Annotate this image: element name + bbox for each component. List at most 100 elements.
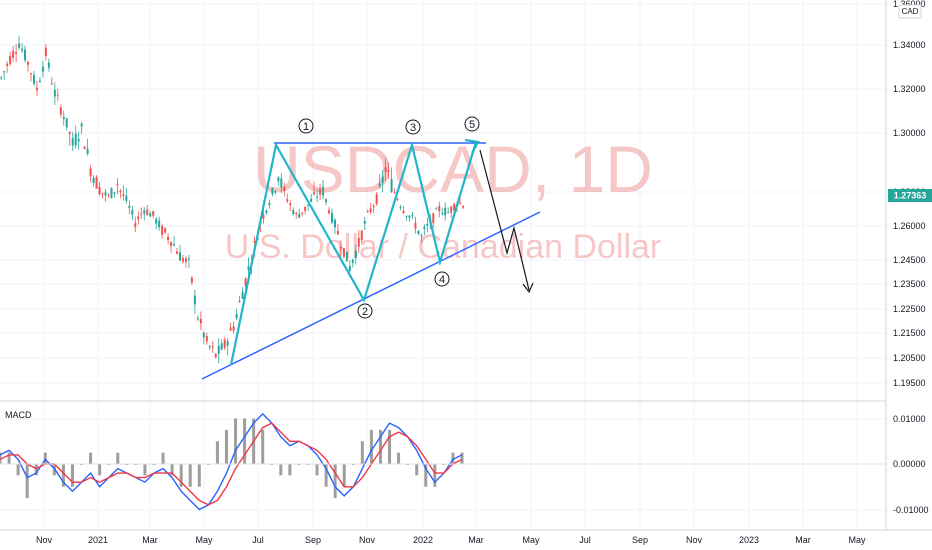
candle-body bbox=[268, 202, 271, 206]
macd-hist-bar bbox=[369, 429, 373, 464]
candle-body bbox=[125, 195, 128, 201]
candle-body bbox=[310, 199, 313, 202]
candle-body bbox=[345, 251, 348, 262]
candle-body bbox=[253, 240, 256, 243]
price-tick: 1.26000 bbox=[893, 221, 926, 231]
macd-hist-bar bbox=[342, 464, 346, 487]
candle-body bbox=[119, 190, 122, 193]
candle-body bbox=[414, 222, 417, 229]
candle-body bbox=[301, 212, 304, 214]
candle-body bbox=[9, 56, 12, 64]
macd-hist-bar bbox=[288, 464, 292, 476]
candle-body bbox=[101, 192, 104, 194]
candle-body bbox=[134, 223, 137, 228]
candle-body bbox=[86, 148, 89, 154]
macd-hist-bar bbox=[43, 452, 47, 464]
candle-body bbox=[95, 177, 98, 189]
macd-hist-bar bbox=[333, 464, 337, 499]
candle-body bbox=[363, 221, 366, 224]
candle-body bbox=[330, 212, 333, 223]
candle-body bbox=[80, 123, 83, 127]
candle-body bbox=[193, 295, 196, 305]
time-tick: Nov bbox=[359, 535, 376, 545]
candle-body bbox=[459, 202, 462, 204]
candle-body bbox=[411, 214, 414, 216]
candle-body bbox=[155, 218, 158, 224]
price-tick: 1.19500 bbox=[893, 378, 926, 388]
candle-body bbox=[211, 346, 214, 348]
support-trendline bbox=[201, 211, 541, 380]
projection-arrowhead bbox=[522, 282, 534, 294]
candle-body bbox=[143, 210, 146, 214]
candle-body bbox=[140, 213, 143, 215]
candle-body bbox=[289, 203, 292, 206]
candle-body bbox=[247, 266, 250, 270]
price-tick: 1.24500 bbox=[893, 255, 926, 265]
candle-body bbox=[408, 215, 411, 218]
candle-body bbox=[113, 192, 116, 194]
candle-body bbox=[283, 187, 286, 191]
candle-body bbox=[462, 206, 465, 208]
time-tick: Nov bbox=[36, 535, 53, 545]
currency-label: CAD bbox=[898, 4, 922, 19]
macd-hist-bar bbox=[451, 452, 455, 464]
macd-hist-bar bbox=[197, 464, 201, 487]
candle-body bbox=[328, 210, 330, 214]
macd-hist-bar bbox=[224, 429, 228, 464]
time-tick: Mar bbox=[468, 535, 484, 545]
drawing-overlays: 1 2 3 4 5 bbox=[201, 116, 541, 380]
candle-body bbox=[423, 226, 426, 230]
candle-body bbox=[199, 318, 202, 324]
candle-body bbox=[333, 219, 336, 228]
candle-body bbox=[229, 327, 232, 331]
candle-body bbox=[372, 205, 375, 208]
macd-hist-bar bbox=[116, 452, 120, 464]
candle-body bbox=[360, 230, 363, 241]
time-scale[interactable]: Nov 2021 Mar May Jul Sep Nov 2022 Mar May Jul Sep No… bbox=[36, 535, 866, 545]
wave-label: 4 bbox=[439, 274, 445, 286]
time-tick: 2022 bbox=[413, 535, 433, 545]
macd-scale[interactable]: 0.01000 0.00000 -0.01000 bbox=[893, 414, 929, 515]
candle-body bbox=[325, 199, 328, 203]
candle-body bbox=[205, 336, 208, 342]
candle-body bbox=[146, 209, 149, 215]
wave-label: 3 bbox=[410, 122, 416, 134]
candle-body bbox=[426, 223, 429, 226]
macd-pane bbox=[0, 412, 886, 511]
candle-body bbox=[354, 250, 357, 259]
candle-body bbox=[98, 186, 101, 195]
macd-tick: 0.01000 bbox=[893, 414, 926, 424]
macd-hist-bar bbox=[279, 464, 283, 476]
candle-body bbox=[62, 116, 65, 120]
candle-body bbox=[35, 87, 38, 91]
macd-hist-bar bbox=[143, 464, 147, 476]
candle-body bbox=[104, 192, 107, 196]
candle-body bbox=[336, 230, 339, 235]
candle-body bbox=[387, 170, 390, 172]
candle-body bbox=[375, 194, 378, 204]
candle-body bbox=[15, 52, 18, 54]
candle-body bbox=[56, 95, 59, 97]
candle-body bbox=[378, 183, 381, 187]
macd-hist-bar bbox=[98, 464, 102, 476]
candle-body bbox=[235, 314, 238, 319]
candle-body bbox=[92, 177, 95, 183]
macd-hist-bar bbox=[243, 418, 247, 464]
wave-label-circle bbox=[464, 116, 480, 132]
candle-body bbox=[322, 186, 325, 196]
candle-body bbox=[265, 210, 268, 213]
candle-body bbox=[74, 133, 77, 146]
candle-body bbox=[0, 77, 3, 79]
macd-hist-bar bbox=[261, 429, 265, 464]
macd-hist-bar bbox=[433, 464, 437, 487]
candle-body bbox=[390, 179, 393, 193]
candle-body bbox=[47, 62, 50, 68]
candle-body bbox=[50, 83, 53, 85]
candle-body bbox=[262, 214, 265, 219]
candle-body bbox=[447, 212, 450, 214]
wave-arrowhead bbox=[464, 138, 480, 154]
candle-body bbox=[18, 43, 21, 48]
candle-body bbox=[232, 326, 235, 331]
candle-body bbox=[179, 252, 181, 261]
